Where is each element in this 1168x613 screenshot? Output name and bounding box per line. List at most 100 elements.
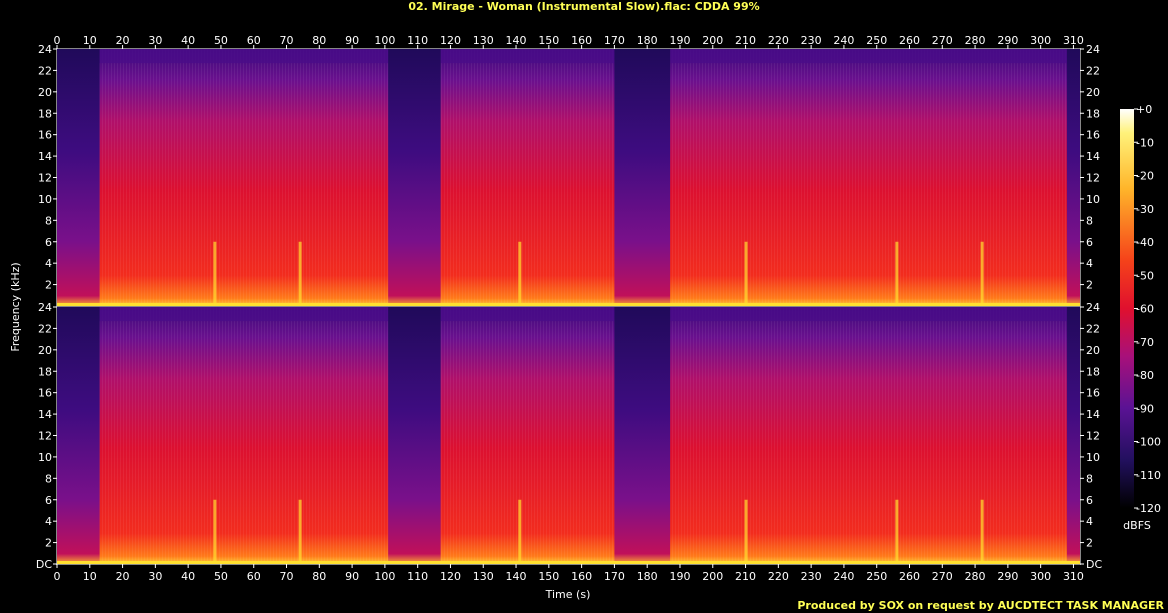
transient-mark: [298, 241, 302, 306]
x-tick-label: 310: [1063, 570, 1084, 583]
y-tick-label: 20: [1086, 86, 1100, 99]
spectrum-texture: [57, 49, 1080, 306]
colorbar-tick-label: -20: [1136, 170, 1154, 183]
x-tick-label: 140: [506, 570, 527, 583]
x-tick-label: 100: [374, 570, 395, 583]
x-tick-label: 120: [440, 34, 461, 47]
footer-credit: Produced by SOX on request by AUCDTECT T…: [797, 599, 1164, 612]
colorbar-tick-label: -100: [1136, 436, 1161, 449]
y-tick-label: 4: [45, 257, 52, 270]
x-tick-label: 20: [116, 34, 130, 47]
x-tick-label: 140: [506, 34, 527, 47]
y-tick-label: 24: [1086, 43, 1100, 56]
x-axis: 0 0 10 10 20 20 30 30 40 40 50 50 60 60 70 70 80 80 90 90 10…: [54, 34, 1084, 583]
colorbar-tick-label: -80: [1136, 369, 1154, 382]
x-tick-label: 250: [866, 34, 887, 47]
transient-mark: [518, 241, 522, 306]
x-tick-label: 270: [932, 34, 953, 47]
channel-1-spectrogram: [56, 48, 1081, 307]
colorbar-unit: dBFS: [1123, 519, 1151, 532]
y-tick-label: 2: [1086, 537, 1093, 550]
y-tick-label: 10: [38, 451, 52, 464]
y-tick-label: 18: [38, 107, 52, 120]
y-tick-label: 2: [45, 537, 52, 550]
colorbar-tick-label: -90: [1136, 402, 1154, 415]
x-tick-label: 240: [833, 34, 854, 47]
x-tick-label: 150: [538, 34, 559, 47]
y-tick-label: 20: [38, 344, 52, 357]
x-axis-label: Time (s): [545, 588, 591, 601]
x-tick-label: 120: [440, 570, 461, 583]
y-tick-label: 12: [38, 430, 52, 443]
y-tick-label: 10: [38, 193, 52, 206]
x-tick-label: 180: [637, 570, 658, 583]
x-tick-label: 230: [801, 570, 822, 583]
quiet-segment: [388, 307, 441, 564]
x-tick-label: 80: [312, 570, 326, 583]
x-tick-label: 40: [181, 34, 195, 47]
x-tick-label: 70: [280, 34, 294, 47]
y-tick-label: 8: [1086, 214, 1093, 227]
y-tick-label: 14: [1086, 150, 1100, 163]
quiet-segment: [614, 307, 671, 564]
transient-mark: [213, 499, 217, 564]
x-tick-label: 60: [247, 34, 261, 47]
y-tick-label: 6: [1086, 494, 1093, 507]
transient-mark: [895, 241, 899, 306]
y-tick-label: 18: [1086, 107, 1100, 120]
x-tick-label: 190: [669, 34, 690, 47]
x-tick-label: 310: [1063, 34, 1084, 47]
y-tick-label: 12: [38, 172, 52, 185]
x-tick-label: 110: [407, 34, 428, 47]
colorbar: +0 -10 -20 -30 -40 -50 -60 -70 -80 -90 -100 -110 -12…: [1120, 103, 1161, 515]
x-tick-label: 190: [669, 570, 690, 583]
x-tick-label: 100: [374, 34, 395, 47]
y-tick-label: 24: [38, 43, 52, 56]
colorbar-tick-label: -110: [1136, 469, 1161, 482]
quiet-segment: [1066, 49, 1080, 306]
y-tick-label: DC: [1086, 558, 1102, 571]
x-tick-label: 80: [312, 34, 326, 47]
x-tick-label: 10: [83, 34, 97, 47]
x-tick-label: 160: [571, 570, 592, 583]
x-tick-label: 30: [148, 570, 162, 583]
x-tick-label: 280: [965, 570, 986, 583]
x-tick-label: 40: [181, 570, 195, 583]
transient-mark: [744, 499, 748, 564]
x-tick-label: 70: [280, 570, 294, 583]
y-tick-label: 8: [45, 472, 52, 485]
channel-panels: [56, 48, 1081, 565]
y-tick-label: 14: [38, 150, 52, 163]
y-tick-label: 4: [1086, 515, 1093, 528]
dc-band: [57, 303, 1080, 306]
transient-mark: [895, 499, 899, 564]
x-tick-label: 50: [214, 34, 228, 47]
x-tick-label: 300: [1030, 570, 1051, 583]
x-tick-label: 170: [604, 34, 625, 47]
x-tick-label: 90: [345, 570, 359, 583]
y-tick-label: 20: [1086, 344, 1100, 357]
x-tick-label: 210: [735, 34, 756, 47]
quiet-segment: [57, 307, 100, 564]
y-tick-label: 18: [1086, 365, 1100, 378]
y-tick-label: 4: [1086, 257, 1093, 270]
x-tick-label: 110: [407, 570, 428, 583]
chart-title: 02. Mirage - Woman (Instrumental Slow).f…: [408, 0, 759, 13]
x-tick-label: 260: [899, 34, 920, 47]
colorbar-tick-label: +0: [1136, 103, 1152, 116]
colorbar-tick-label: -70: [1136, 336, 1154, 349]
transient-mark: [298, 499, 302, 564]
y-tick-label: 14: [1086, 408, 1100, 421]
transient-mark: [518, 499, 522, 564]
y-tick-label: DC: [36, 558, 52, 571]
x-tick-label: 180: [637, 34, 658, 47]
y-tick-label: 20: [38, 86, 52, 99]
x-tick-label: 290: [997, 570, 1018, 583]
x-tick-label: 10: [83, 570, 97, 583]
quiet-segment: [1066, 307, 1080, 564]
transient-mark: [213, 241, 217, 306]
y-tick-label: 16: [38, 387, 52, 400]
x-tick-label: 260: [899, 570, 920, 583]
y-tick-label: 16: [1086, 129, 1100, 142]
